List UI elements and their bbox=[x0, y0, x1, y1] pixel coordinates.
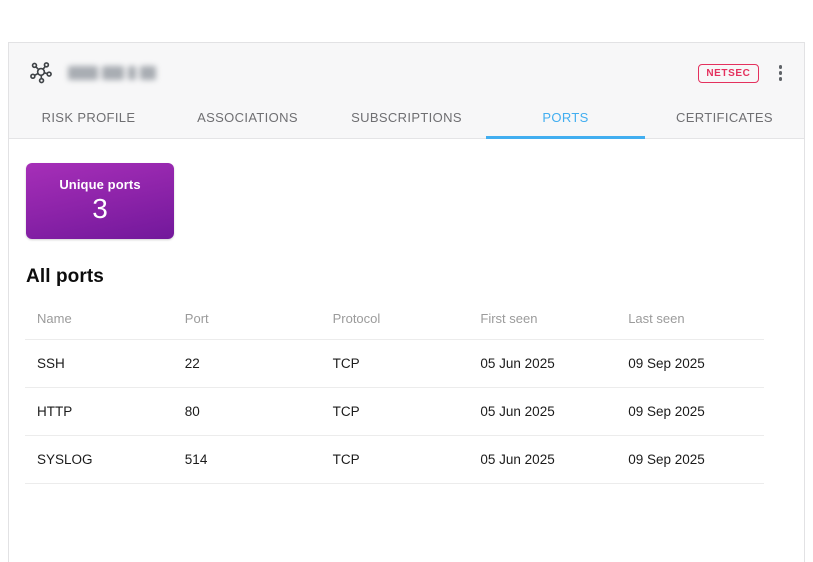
table-cell: SYSLOG bbox=[25, 435, 173, 484]
table-cell: 22 bbox=[172, 339, 321, 388]
column-header-port: Port bbox=[172, 301, 321, 340]
table-row: SSH 22 TCP 05 Jun 2025 09 Sep 2025 bbox=[25, 339, 764, 388]
asset-ip-redacted bbox=[68, 66, 156, 80]
tab-associations[interactable]: ASSOCIATIONS bbox=[197, 110, 298, 125]
table-cell: 09 Sep 2025 bbox=[616, 435, 764, 484]
table-row: HTTP 80 TCP 05 Jun 2025 09 Sep 2025 bbox=[25, 387, 764, 436]
asset-detail-card: NETSEC RISK PROFILE ASSOCIATIONS SUBSCRIPT… bbox=[8, 42, 805, 562]
column-header-first-seen: First seen bbox=[468, 301, 617, 340]
all-ports-title: All ports bbox=[26, 266, 104, 287]
table-cell: 80 bbox=[172, 387, 321, 436]
asset-title-row: NETSEC bbox=[9, 43, 804, 97]
asset-header: NETSEC RISK PROFILE ASSOCIATIONS SUBSCRIPT… bbox=[9, 43, 804, 139]
network-node-icon bbox=[30, 62, 52, 84]
unique-ports-value: 3 bbox=[92, 192, 108, 224]
column-header-name: Name bbox=[25, 301, 173, 340]
table-cell: TCP bbox=[320, 339, 469, 388]
unique-ports-card[interactable]: Unique ports 3 bbox=[26, 163, 174, 239]
table-cell: 05 Jun 2025 bbox=[468, 435, 617, 484]
table-cell: 05 Jun 2025 bbox=[468, 387, 617, 436]
unique-ports-label: Unique ports bbox=[59, 176, 141, 192]
tab-ports[interactable]: PORTS bbox=[486, 97, 645, 139]
tab-subscriptions[interactable]: SUBSCRIPTIONS bbox=[351, 110, 462, 125]
table-cell: HTTP bbox=[25, 387, 173, 436]
column-header-last-seen: Last seen bbox=[616, 301, 764, 340]
tab-certificates[interactable]: CERTIFICATES bbox=[676, 110, 773, 125]
ports-table: Name Port Protocol First seen Last seen SSH 2… bbox=[25, 301, 764, 484]
tab-risk-profile[interactable]: RISK PROFILE bbox=[41, 110, 136, 125]
table-body: SSH 22 TCP 05 Jun 2025 09 Sep 2025 HTTP 80 TCP 0… bbox=[25, 339, 764, 484]
table-cell: 05 Jun 2025 bbox=[468, 339, 617, 388]
table-cell: TCP bbox=[320, 435, 469, 484]
table-cell: SSH bbox=[25, 339, 173, 388]
table-cell: 514 bbox=[172, 435, 321, 484]
table-header-row: Name Port Protocol First seen Last seen bbox=[25, 301, 764, 340]
column-header-protocol: Protocol bbox=[320, 301, 469, 340]
ports-tab-content: Unique ports 3 All ports Name Port Protoco… bbox=[9, 139, 804, 484]
tab-bar: RISK PROFILE ASSOCIATIONS SUBSCRIPTIONS POR… bbox=[9, 97, 804, 139]
netsec-badge: NETSEC bbox=[698, 63, 759, 83]
table-cell: 09 Sep 2025 bbox=[616, 387, 764, 436]
table-row: SYSLOG 514 TCP 05 Jun 2025 09 Sep 2025 bbox=[25, 435, 764, 484]
header-actions: NETSEC bbox=[698, 63, 786, 83]
table-cell: 09 Sep 2025 bbox=[616, 339, 764, 388]
kebab-menu-icon[interactable] bbox=[775, 63, 787, 83]
table-cell: TCP bbox=[320, 387, 469, 436]
